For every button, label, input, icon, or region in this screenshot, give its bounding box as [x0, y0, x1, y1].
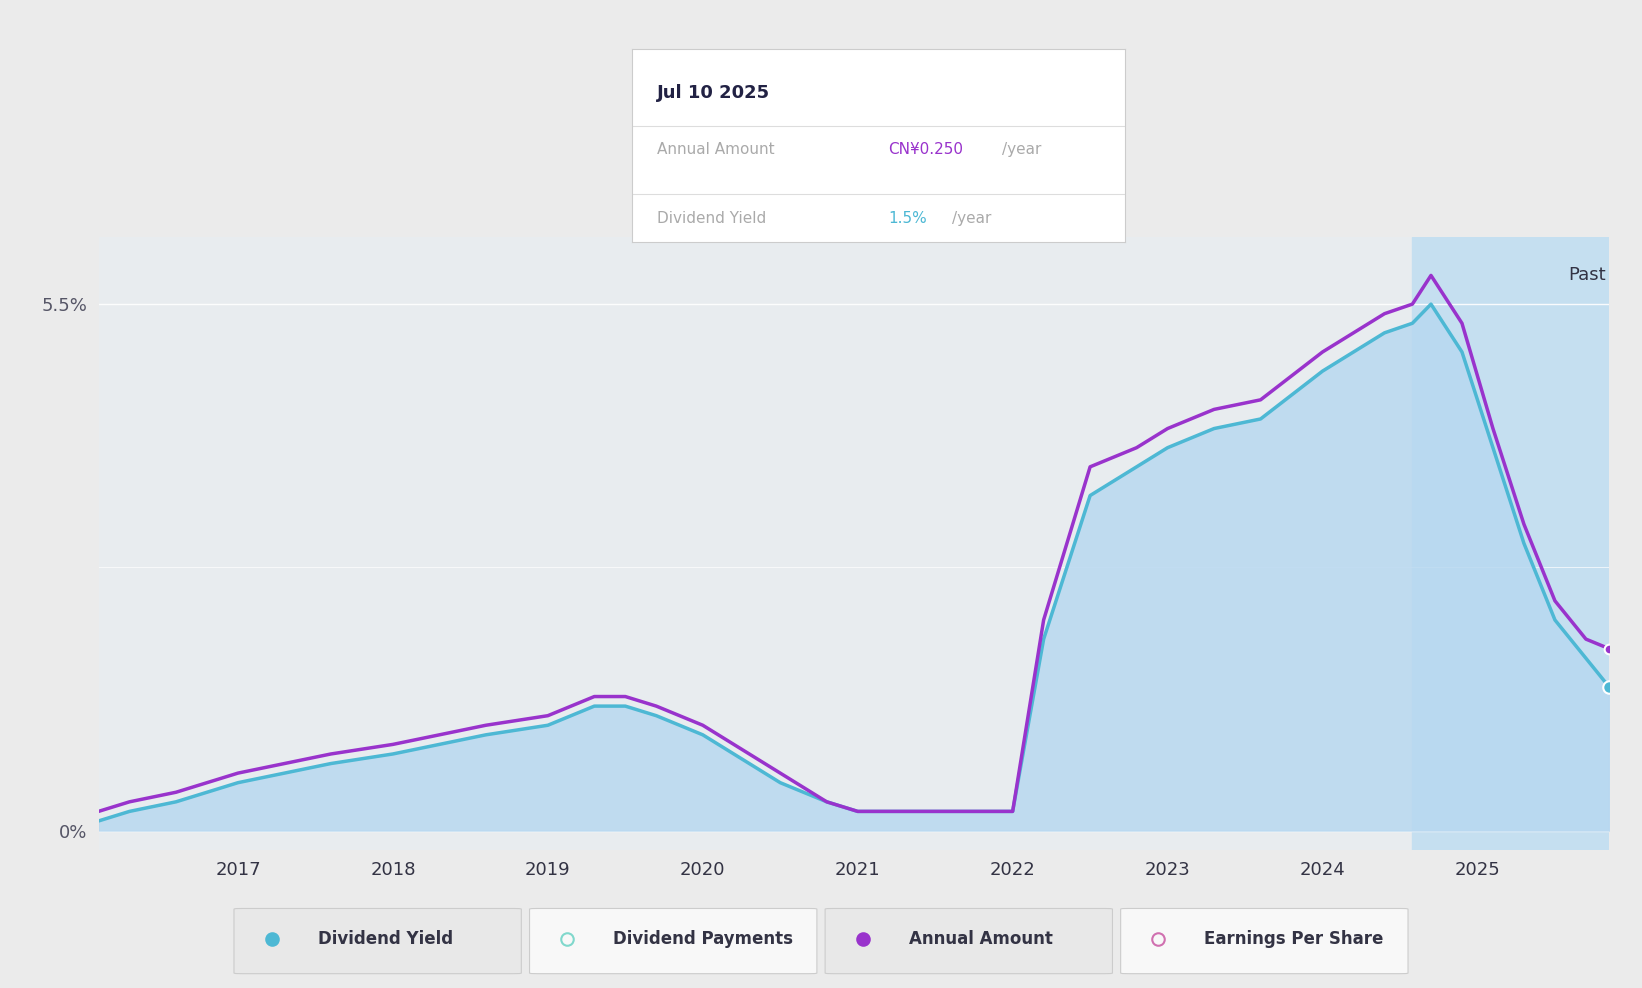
Text: Annual Amount: Annual Amount — [657, 142, 775, 157]
FancyBboxPatch shape — [824, 909, 1113, 974]
FancyBboxPatch shape — [233, 909, 522, 974]
Bar — [1412, 237, 1642, 850]
Text: Past: Past — [1568, 266, 1606, 284]
Text: Jul 10 2025: Jul 10 2025 — [657, 84, 770, 102]
FancyBboxPatch shape — [1121, 909, 1409, 974]
Text: Annual Amount: Annual Amount — [910, 930, 1053, 947]
Text: Dividend Yield: Dividend Yield — [317, 930, 453, 947]
Text: Dividend Yield: Dividend Yield — [657, 211, 767, 226]
Text: /year: /year — [952, 211, 992, 226]
Text: Earnings Per Share: Earnings Per Share — [1205, 930, 1384, 947]
Text: 1.5%: 1.5% — [888, 211, 928, 226]
Text: /year: /year — [1002, 142, 1041, 157]
Text: Dividend Payments: Dividend Payments — [614, 930, 793, 947]
FancyBboxPatch shape — [529, 909, 816, 974]
Text: CN¥0.250: CN¥0.250 — [888, 142, 964, 157]
